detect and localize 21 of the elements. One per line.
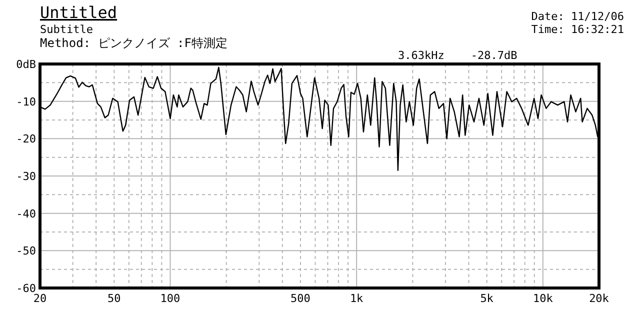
x-tick-label: 1k <box>350 292 364 305</box>
y-tick-label: -60 <box>16 282 36 295</box>
y-tick-label: 0dB <box>16 58 36 71</box>
y-tick-label: -40 <box>16 207 36 220</box>
y-tick-label: -50 <box>16 244 36 258</box>
x-tick-label: 50 <box>108 292 121 305</box>
text: 3.63kHz -28.7dB <box>398 49 518 62</box>
x-tick-label: 20 <box>33 292 47 305</box>
y-tick-label: -30 <box>16 170 36 183</box>
text: Time: 16:32:21 <box>531 23 624 36</box>
y-tick-label: -20 <box>16 132 36 146</box>
y-tick-label: -10 <box>16 95 36 108</box>
chart-subtitle: Subtitle <box>40 23 93 36</box>
x-tick-label: 5k <box>480 292 494 305</box>
x-tick-label: 100 <box>160 292 180 305</box>
x-tick-label: 10k <box>532 292 554 305</box>
x-tick-label: 500 <box>290 292 310 305</box>
chart-title: Untitled <box>40 3 118 22</box>
text: Date: 11/12/06 <box>531 10 624 23</box>
text: Method: ピンクノイズ :F特測定 <box>40 36 228 50</box>
x-tick-label: 20k <box>589 292 610 305</box>
